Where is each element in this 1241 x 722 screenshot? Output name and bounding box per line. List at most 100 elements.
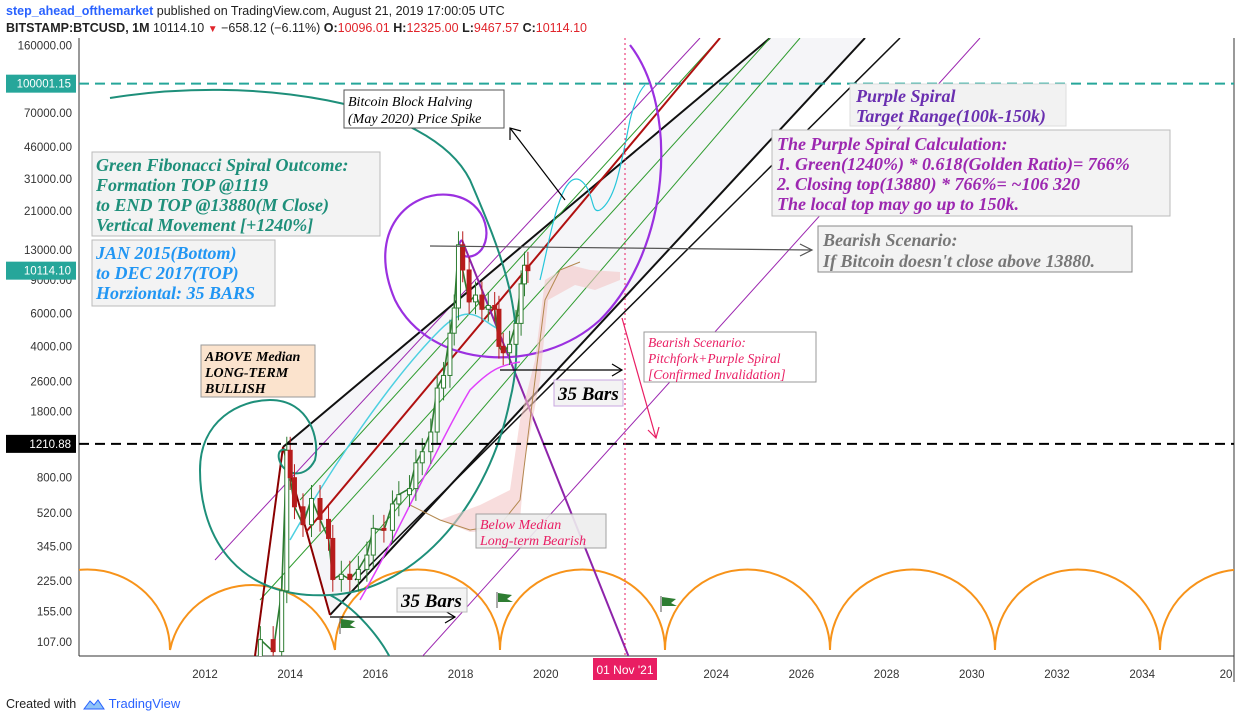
price-tag-label: 1210.88 (29, 439, 71, 451)
y-tick-label: 13000.00 (24, 245, 72, 257)
tradingview-brand[interactable]: TradingView (108, 696, 181, 711)
bars-lower-arrowhead (444, 610, 457, 624)
x-tick-label: 2026 (789, 669, 815, 681)
ma-magenta (359, 361, 521, 601)
candle-body (338, 573, 344, 580)
y-tick-label: 21000.00 (24, 206, 72, 218)
cloud-fill (440, 265, 620, 532)
price-change: −658.12 (−6.11%) (221, 21, 321, 35)
purple-calc-line-1: The Purple Spiral Calculation: (777, 134, 1008, 154)
y-tick-label: 4000.00 (30, 341, 72, 353)
candle-body (500, 345, 506, 354)
purple-trend-line (461, 239, 630, 656)
candle-body (291, 477, 297, 508)
ohlc-legend: BITSTAMP:BTCUSD, 1M 10114.10 ▼ −658.12 (… (6, 21, 587, 35)
candle-body (428, 431, 434, 453)
cycle-arc (499, 568, 666, 651)
candle-body (434, 387, 440, 433)
y-tick-label: 800.00 (37, 473, 72, 485)
candle-body (455, 244, 461, 309)
candles (257, 231, 531, 656)
symbol-label: BITSTAMP:BTCUSD, 1M (6, 21, 150, 35)
bearish1-line-2: If Bitcoin doesn't close above 13880. (822, 251, 1095, 271)
bearish-arrowhead (799, 243, 814, 257)
price-tags: 100001.15 10114.10 1210.88 (6, 74, 76, 453)
flag-icon (496, 592, 513, 608)
candle-body (270, 639, 276, 653)
jan2015-line-2: to DEC 2017(TOP) (96, 263, 239, 284)
candle-body (396, 494, 402, 505)
annotation-bars-upper[interactable]: 35 Bars (553, 379, 624, 407)
candle-body (355, 568, 361, 580)
candle-body (525, 264, 531, 272)
annotation-green-fib[interactable]: Green Fibonacci Spiral Outcome: Formatio… (91, 151, 381, 237)
purple-calc-line-4: The local top may go up to 150k. (777, 194, 1019, 214)
bearish2-line-3: [Confirmed Invalidation] (648, 367, 786, 382)
cloud-span-b (409, 261, 581, 531)
cycle-arc (994, 568, 1161, 651)
y-tick-label: 31000.00 (24, 174, 72, 186)
axes (78, 38, 1235, 682)
close-label: C: (522, 21, 536, 35)
annotation-bearish2[interactable]: Bearish Scenario: Pitchfork+Purple Spira… (643, 331, 817, 383)
flag-icon (339, 618, 356, 634)
candle-body (479, 294, 485, 310)
green-fib-line-3: to END TOP @13880(M Close) (96, 195, 329, 216)
pitchfork-median (305, 38, 721, 533)
candle-body (466, 269, 472, 303)
annotation-bars-lower[interactable]: 35 Bars (396, 587, 468, 613)
purple-calc-line-2: 1. Green(1240%) * 0.618(Golden Ratio)= 7… (777, 154, 1130, 175)
bearish-arrow (429, 245, 813, 251)
author-link[interactable]: step_ahead_ofthemarket (6, 4, 154, 18)
purple-range-line-2: Target Range(100k-150k) (856, 106, 1046, 127)
annotation-below-median[interactable]: Below Median Long-term Bearish (475, 513, 607, 549)
high-label: H: (393, 21, 407, 35)
publish-info: step_ahead_ofthemarket published on Trad… (6, 4, 505, 18)
above-median-line-3: BULLISH (204, 382, 267, 397)
x-tick-label: 20 (1220, 669, 1233, 681)
close-value: 10114.10 (535, 21, 587, 35)
below-median-line-1: Below Median (480, 518, 561, 533)
candle-body (309, 498, 314, 526)
bars-upper-label: 35 Bars (557, 384, 619, 405)
y-tick-label: 1800.00 (30, 407, 72, 419)
x-tick-label: 2016 (363, 669, 389, 681)
date-tag-label: 01 Nov '21 (597, 663, 654, 677)
above-median-line-2: LONG-TERM (204, 366, 289, 381)
cycle-arcs (79, 568, 1234, 651)
candle-body (257, 639, 263, 656)
y-tick-label: 155.00 (37, 607, 72, 619)
annotation-purple-calc[interactable]: The Purple Spiral Calculation: 1. Green(… (771, 129, 1171, 217)
candle-body (364, 554, 370, 570)
candle-body (447, 332, 453, 376)
plot-area: Bitcoin Block Halving (May 2020) Price S… (79, 38, 1234, 656)
annotation-purple-range[interactable]: Purple Spiral Target Range(100k-150k) (849, 83, 1067, 127)
candle-body (370, 527, 376, 556)
candle-body (460, 244, 466, 271)
pitchfork-fill (283, 38, 865, 615)
y-tick-label: 225.00 (37, 576, 72, 588)
x-tick-label: 2024 (703, 669, 729, 681)
candle-body (441, 374, 447, 389)
green-fib-line-1: Green Fibonacci Spiral Outcome: (96, 155, 349, 175)
green-spiral-tail (329, 594, 391, 656)
candle-body (300, 506, 306, 526)
open-value: 10096.01 (337, 21, 390, 35)
bearish2-line-1: Bearish Scenario: (648, 335, 746, 350)
y-tick-label: 520.00 (37, 508, 72, 520)
annotation-jan2015[interactable]: JAN 2015(Bottom) to DEC 2017(TOP) Horzio… (91, 239, 276, 307)
y-tick-label: 345.00 (37, 541, 72, 553)
high-value: 12325.00 (406, 21, 459, 35)
jan2015-line-3: Horziontal: 35 BARS (95, 283, 255, 303)
candle-body (330, 537, 336, 580)
annotation-halving[interactable]: Bitcoin Block Halving (May 2020) Price S… (343, 89, 505, 129)
x-tick-label: 2012 (192, 669, 218, 681)
annotation-bearish1[interactable]: Bearish Scenario: If Bitcoin doesn't clo… (817, 225, 1133, 273)
candle-body (381, 527, 387, 531)
bearish2-arrowhead (647, 426, 660, 440)
annotation-above-median[interactable]: ABOVE Median LONG-TERM BULLISH (200, 344, 316, 398)
x-tick-label: 2020 (533, 669, 559, 681)
bearish1-line-1: Bearish Scenario: (822, 230, 958, 250)
footer: Created with TradingView (6, 696, 180, 711)
